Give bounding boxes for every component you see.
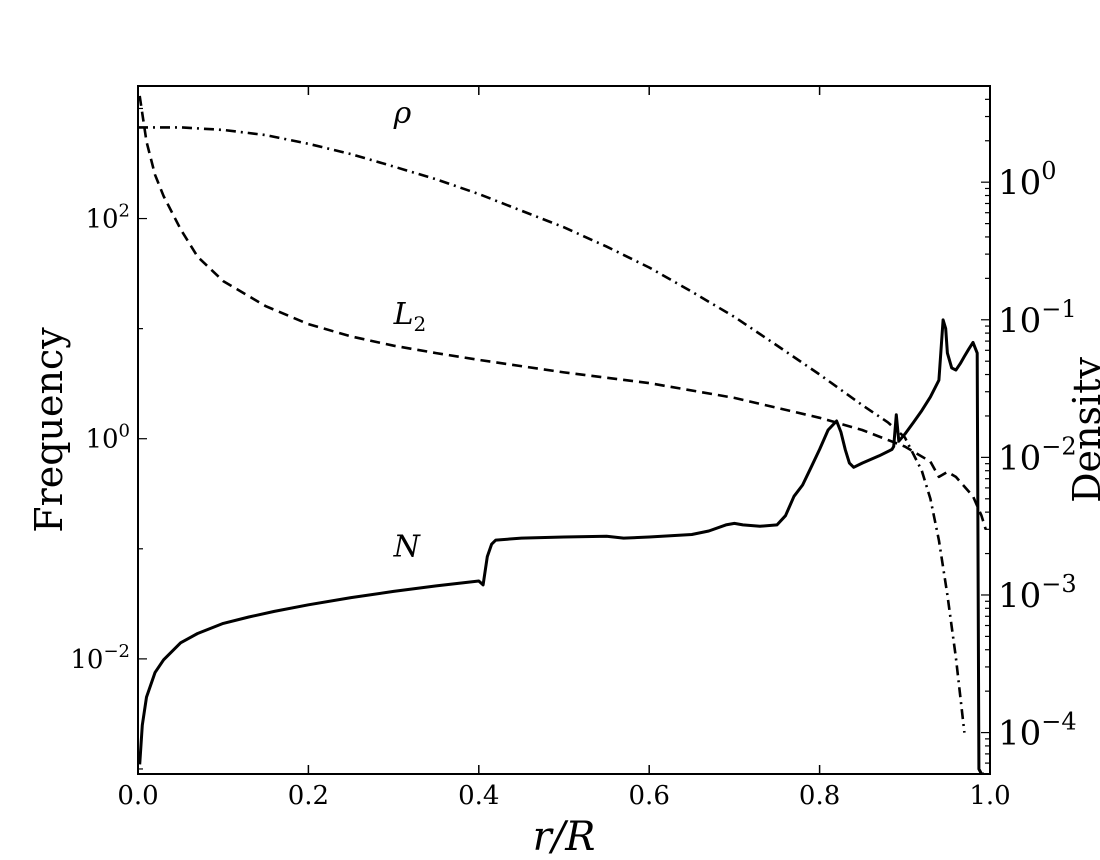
plot-background [138, 86, 990, 774]
y-left-tick-label: 100 [85, 421, 130, 455]
x-tick-label: 0.0 [117, 781, 158, 811]
y-left-tick-label: 10−2 [70, 641, 130, 675]
curve-label: N [393, 530, 422, 565]
series-line-dashdot [138, 126, 966, 733]
series-line-solid [138, 318, 984, 774]
y-right-tick-label: 10−2 [998, 432, 1077, 478]
x-tick-label: 0.4 [458, 781, 499, 811]
y-right-tick-label: 10−1 [998, 295, 1077, 341]
tick-labels: 0.0 0.2 0.4 0.6 0.8 1.0 10−2 100 102 10−4 10−3 10−2… [70, 157, 1076, 811]
x-tick-label: 0.8 [799, 781, 840, 811]
curve-annotations: ρ L2 N [393, 96, 427, 565]
y-right-tick-label: 10−4 [998, 708, 1077, 754]
y-left-tick-label: 102 [85, 201, 130, 235]
x-axis-title: r/R [533, 814, 596, 860]
curve-label: L2 [393, 297, 427, 336]
plot-frame [137, 85, 991, 775]
y-right-tick-label: 100 [998, 157, 1057, 203]
y-axis-title-left: Frequency [27, 327, 71, 533]
series-layer [138, 95, 987, 774]
x-tick-label: 0.6 [629, 781, 670, 811]
x-tick-label: 0.2 [288, 781, 329, 811]
y-axis-title-right: Density [1065, 357, 1100, 503]
curve-label: ρ [393, 96, 412, 131]
y-right-tick-label: 10−3 [998, 570, 1077, 616]
series-line-dashed [138, 95, 987, 530]
x-tick-label: 1.0 [969, 781, 1010, 811]
